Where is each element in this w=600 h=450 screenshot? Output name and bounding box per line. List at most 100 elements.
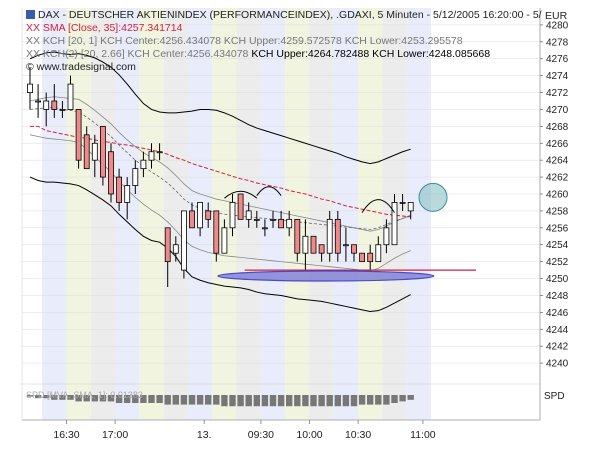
spd-bar xyxy=(358,395,366,405)
candle-body xyxy=(100,125,106,178)
x-tick-label: 11:00 xyxy=(410,429,436,441)
candle xyxy=(59,101,66,118)
candle xyxy=(294,218,301,262)
candle xyxy=(27,67,33,110)
spd-bar xyxy=(43,395,50,399)
candle xyxy=(270,210,276,228)
candle-body xyxy=(278,218,285,229)
candle xyxy=(326,210,333,262)
candle-body xyxy=(35,100,41,103)
candle-body xyxy=(359,252,366,263)
candle xyxy=(351,244,357,262)
spd-bar xyxy=(124,395,131,403)
candle-body xyxy=(294,218,301,254)
y-tick-label: 4280 xyxy=(546,20,569,31)
candle xyxy=(35,84,41,118)
candle-body xyxy=(116,176,122,203)
spd-bar xyxy=(383,395,390,405)
y-tick-label: 4250 xyxy=(546,274,569,285)
candle-body xyxy=(124,185,131,203)
candle xyxy=(318,244,325,262)
spd-bar xyxy=(375,395,382,405)
x-tick-label: 10:30 xyxy=(345,429,371,441)
candle xyxy=(140,151,147,178)
x-tick-label: 09:30 xyxy=(248,429,274,441)
candle-body xyxy=(270,218,276,221)
kch2-legend-a: XX KCH(2) [20, 2.66] KCH Center:4256.434… xyxy=(26,48,249,60)
highlight-circle xyxy=(418,182,448,212)
candle-body xyxy=(59,109,66,111)
spd-bar xyxy=(26,395,34,397)
candle-body xyxy=(67,83,74,110)
candle-body xyxy=(43,100,50,110)
candle xyxy=(229,194,236,237)
spd-bar xyxy=(229,395,236,407)
candle-body xyxy=(229,202,236,229)
candle xyxy=(124,177,131,220)
spd-bar xyxy=(148,395,155,403)
candle-body xyxy=(302,235,309,254)
spd-bar xyxy=(213,395,220,405)
candle-body xyxy=(91,142,98,161)
spd-bar xyxy=(59,395,66,400)
candle xyxy=(67,75,74,110)
candle xyxy=(334,210,341,262)
candle-body xyxy=(261,227,268,230)
candle xyxy=(75,109,82,169)
spd-bar xyxy=(310,395,317,407)
spd-bar xyxy=(237,395,244,407)
spd-bar xyxy=(261,395,269,407)
y-tick-label: 4272 xyxy=(546,88,569,99)
candle xyxy=(278,210,285,229)
spd-bar xyxy=(205,395,212,405)
candle xyxy=(213,210,220,262)
candle-body xyxy=(197,202,204,229)
x-tick-label: 17:00 xyxy=(102,429,128,441)
y-tick-label: 4266 xyxy=(546,139,569,150)
y-tick-label: 4262 xyxy=(546,173,569,184)
spd-axis-label: SPD xyxy=(544,391,565,402)
kch-lower-outer-line xyxy=(29,176,411,313)
x-tick-label: 13. xyxy=(197,429,212,441)
candle-body xyxy=(253,218,260,221)
candle-body xyxy=(172,244,179,254)
spd-bar xyxy=(115,395,123,403)
candle-body xyxy=(27,83,33,93)
title-line: DAX - DEUTSCHER AKTIENINDEX (PERFORMANCE… xyxy=(26,9,546,22)
candle xyxy=(156,143,163,161)
candle-body xyxy=(213,210,220,254)
spd-bar xyxy=(221,395,228,407)
y-tick-label: 4264 xyxy=(546,156,569,167)
spd-indicator-text: SPD [MVA, SMA, 1]: 0.01383 xyxy=(26,390,143,400)
spd-bar xyxy=(132,395,139,403)
kch-legend: XX KCH [20, 1] KCH Center:4256.434078 KC… xyxy=(26,35,463,47)
spd-bar xyxy=(318,395,325,407)
spd-bar xyxy=(172,395,179,405)
candle xyxy=(367,244,374,271)
instrument-icon xyxy=(26,10,35,19)
y-tick-label: 4240 xyxy=(546,359,569,370)
spd-bar xyxy=(334,395,341,407)
candle-body xyxy=(326,218,333,254)
candle-body xyxy=(140,159,147,170)
currency-label: EUR xyxy=(545,10,568,22)
candle-body xyxy=(367,252,374,263)
spd-bar xyxy=(286,395,293,407)
spd-bar xyxy=(391,395,398,403)
spd-bar xyxy=(156,395,163,403)
y-tick-label: 4244 xyxy=(546,325,569,336)
spd-bar xyxy=(83,395,90,402)
candle-body xyxy=(310,235,317,254)
candle-body xyxy=(383,227,390,246)
spd-panel: SPD [MVA, SMA, 1]: 0.01383 xyxy=(22,383,540,407)
spd-bar xyxy=(350,395,358,407)
y-tick-label: 4248 xyxy=(546,291,569,302)
spd-bar xyxy=(196,395,204,405)
candle-body xyxy=(318,244,325,254)
candle-body xyxy=(189,210,195,229)
candle xyxy=(310,235,317,254)
watermark: © www.tradesignal.com xyxy=(26,61,136,73)
support-ellipse xyxy=(217,270,435,282)
annotations xyxy=(217,182,476,282)
